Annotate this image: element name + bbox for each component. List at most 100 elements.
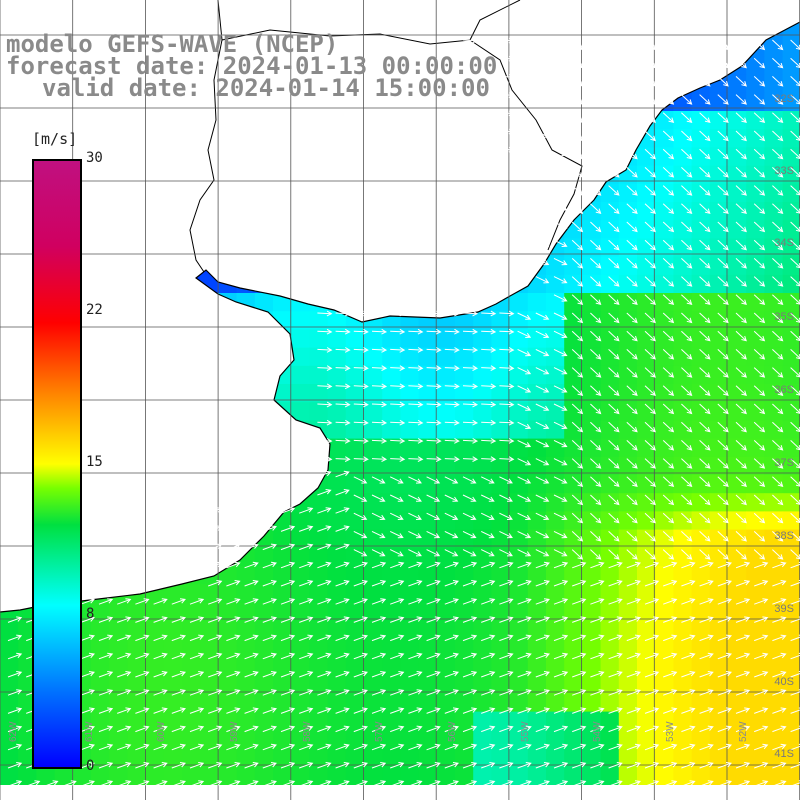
wind-cell [327, 766, 347, 785]
wind-cell [145, 602, 165, 622]
wind-cell [564, 547, 583, 567]
wind-arrow [444, 494, 459, 502]
wind-arrow [553, 239, 568, 247]
wind-arrow [390, 780, 405, 787]
wind-arrow [535, 94, 550, 102]
wind-cell [709, 675, 729, 694]
wind-cell [200, 657, 219, 676]
wind-arrow [462, 725, 478, 733]
wind-cell [728, 293, 747, 312]
wind-cell [436, 347, 456, 367]
wind-cell [582, 384, 602, 403]
wind-arrow [753, 239, 766, 251]
wind-arrow [353, 549, 368, 557]
wind-arrow [371, 310, 388, 317]
wind-arrow [681, 330, 693, 342]
wind-arrow [280, 762, 296, 769]
wind-arrow [7, 762, 23, 769]
wind-arrow [626, 652, 641, 660]
wind-arrow [208, 543, 223, 551]
wind-cell [418, 438, 438, 458]
wind-arrow [571, 330, 584, 342]
wind-arrow [7, 780, 23, 787]
wind-arrow [444, 580, 459, 587]
wind-cell [618, 220, 638, 239]
wind-cell [436, 711, 456, 731]
wind-arrow [663, 580, 678, 587]
wind-arrow [408, 549, 422, 557]
wind-arrow [790, 598, 800, 605]
wind-arrow [444, 549, 459, 557]
wind-arrow [189, 689, 205, 696]
wind-cell [637, 511, 656, 531]
wind-cell [673, 220, 693, 239]
wind-arrow [517, 634, 532, 642]
wind-arrow [153, 634, 168, 642]
wind-cell [782, 274, 800, 294]
wind-cell [637, 438, 656, 458]
wind-arrow [535, 458, 550, 466]
wind-cell [36, 766, 56, 785]
wind-arrow [117, 707, 132, 714]
wind-arrow [717, 780, 732, 787]
wind-arrow [462, 37, 479, 44]
wind-arrow [408, 743, 423, 751]
wind-arrow [608, 239, 620, 251]
wind-cell [655, 438, 674, 458]
wind-arrow [699, 349, 711, 360]
wind-cell [782, 657, 800, 676]
wind-cell [673, 274, 693, 294]
wind-cell [637, 529, 656, 549]
wind-arrow [462, 598, 478, 605]
wind-arrow [626, 725, 641, 733]
wind-cell [436, 384, 456, 403]
wind-arrow [717, 725, 732, 733]
wind-arrow [626, 494, 638, 506]
wind-cell [382, 711, 401, 731]
wind-cell [564, 384, 583, 403]
wind-cell [273, 675, 292, 694]
wind-arrow [335, 365, 351, 371]
wind-cell [109, 748, 128, 767]
wind-cell [746, 311, 765, 330]
wind-arrow [608, 185, 620, 196]
wind-cell [728, 566, 747, 585]
wind-arrow [626, 203, 638, 215]
wind-arrow [699, 203, 711, 215]
wind-cell [655, 147, 674, 167]
wind-arrow [717, 276, 729, 287]
wind-arrow [189, 598, 205, 605]
wind-arrow [153, 707, 168, 714]
wind-arrow [262, 543, 277, 551]
wind-arrow [590, 76, 602, 87]
wind-cell [109, 657, 128, 676]
wind-cell [273, 729, 292, 749]
wind-arrow [371, 512, 386, 520]
wind-cell [546, 620, 565, 640]
wind-cell [291, 566, 310, 585]
wind-arrow [590, 707, 605, 714]
wind-cell [127, 657, 147, 676]
wind-arrow [572, 598, 587, 605]
wind-arrow [244, 652, 259, 660]
wind-arrow [626, 403, 638, 415]
wind-cell [582, 220, 602, 239]
wind-cell [145, 620, 165, 640]
wind-arrow [444, 634, 459, 642]
wind-arrow [462, 438, 479, 444]
wind-arrow [772, 743, 787, 751]
wind-cell [564, 748, 583, 767]
wind-cell [309, 711, 329, 731]
wind-arrow [481, 725, 496, 733]
wind-arrow [280, 634, 296, 642]
wind-arrow [517, 57, 532, 65]
wind-cell [600, 675, 620, 694]
wind-cell [127, 693, 147, 713]
wind-cell [709, 529, 729, 549]
wind-cell [655, 111, 674, 130]
wind-cell [455, 766, 474, 785]
wind-cell [691, 511, 711, 531]
wind-arrow [644, 39, 656, 51]
wind-cell [291, 511, 310, 531]
wind-cell [564, 511, 583, 531]
